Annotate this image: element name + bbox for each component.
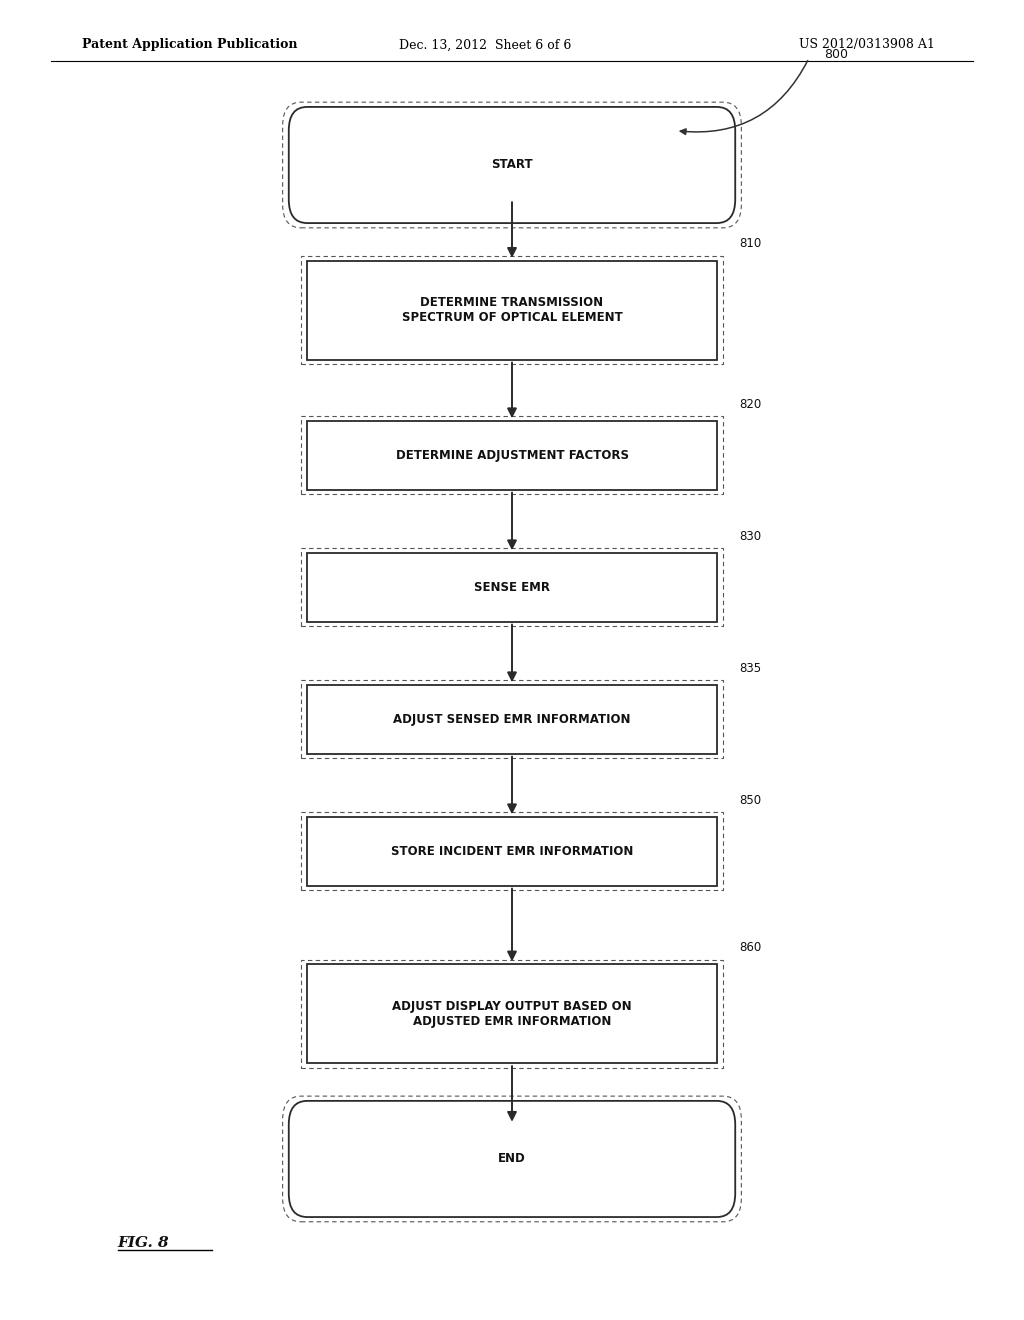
FancyBboxPatch shape [307, 964, 717, 1064]
FancyBboxPatch shape [289, 107, 735, 223]
Text: 800: 800 [824, 48, 848, 61]
Text: Dec. 13, 2012  Sheet 6 of 6: Dec. 13, 2012 Sheet 6 of 6 [399, 38, 571, 51]
FancyBboxPatch shape [307, 553, 717, 622]
Text: Patent Application Publication: Patent Application Publication [82, 38, 297, 51]
Text: 860: 860 [739, 941, 762, 953]
Text: FIG. 8: FIG. 8 [118, 1237, 169, 1250]
Text: 835: 835 [739, 661, 762, 675]
Text: ADJUST DISPLAY OUTPUT BASED ON
ADJUSTED EMR INFORMATION: ADJUST DISPLAY OUTPUT BASED ON ADJUSTED … [392, 999, 632, 1028]
Text: ADJUST SENSED EMR INFORMATION: ADJUST SENSED EMR INFORMATION [393, 713, 631, 726]
Text: 830: 830 [739, 529, 762, 543]
Text: 820: 820 [739, 397, 762, 411]
FancyBboxPatch shape [289, 1101, 735, 1217]
Text: 810: 810 [739, 238, 762, 251]
FancyBboxPatch shape [307, 685, 717, 754]
FancyBboxPatch shape [307, 421, 717, 490]
Text: US 2012/0313908 A1: US 2012/0313908 A1 [799, 38, 935, 51]
FancyBboxPatch shape [307, 261, 717, 359]
Text: DETERMINE TRANSMISSION
SPECTRUM OF OPTICAL ELEMENT: DETERMINE TRANSMISSION SPECTRUM OF OPTIC… [401, 296, 623, 325]
Text: START: START [492, 158, 532, 172]
Text: SENSE EMR: SENSE EMR [474, 581, 550, 594]
FancyBboxPatch shape [307, 817, 717, 886]
Text: 850: 850 [739, 793, 762, 807]
Text: END: END [498, 1152, 526, 1166]
Text: DETERMINE ADJUSTMENT FACTORS: DETERMINE ADJUSTMENT FACTORS [395, 449, 629, 462]
Text: STORE INCIDENT EMR INFORMATION: STORE INCIDENT EMR INFORMATION [391, 845, 633, 858]
